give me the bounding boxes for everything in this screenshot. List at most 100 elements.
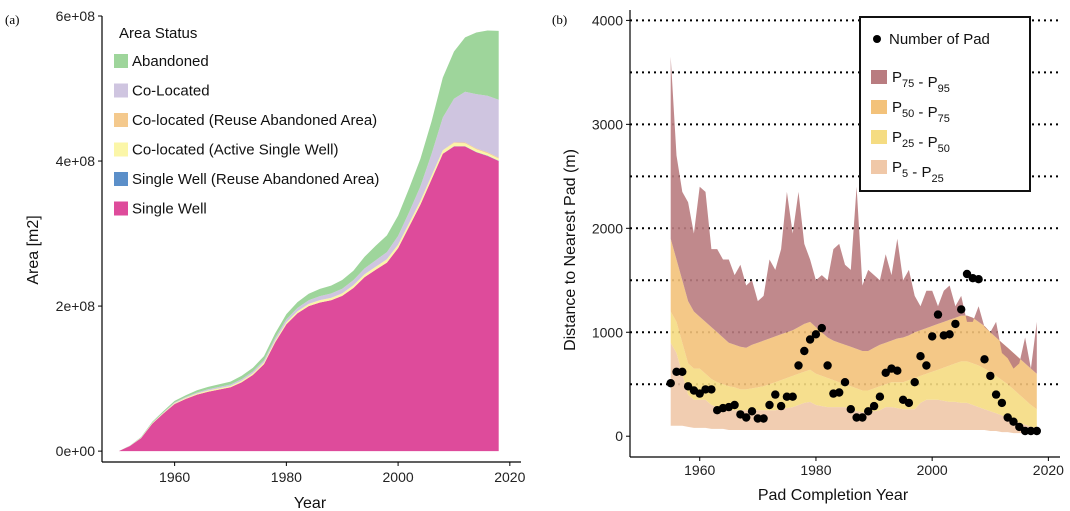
legend-swatch-b [871,160,887,174]
legend-label-a: Co-located (Reuse Abandoned Area) [132,112,377,129]
pad-point [916,352,925,361]
legend-label-band: P5 - P25 [892,159,944,185]
legend-label-band: P50 - P75 [892,99,950,125]
x-tick-label-a: 1980 [271,469,302,485]
pad-point [771,390,780,399]
pad-point [922,361,931,370]
percentile-band-1 [670,311,1037,428]
pad-point [1009,417,1018,426]
pad-point [991,390,1001,399]
panel-b-label: (b) [552,12,567,27]
pad-point [974,275,983,284]
y-tick-label-a: 6e+08 [56,8,96,24]
pad-point [962,269,972,279]
tick-labels-b: 1960 1980 2000 2020 0 1000 2000 3000 4000 [592,12,1064,478]
pad-point [945,330,954,339]
pad-point [765,400,774,410]
x-axis-title-b: Pad Completion Year [758,487,909,504]
pad-point [933,310,943,319]
percentile-band-3 [670,56,1037,374]
legend-swatch-a [114,113,128,127]
pad-point [776,401,786,411]
panel-a-label: (a) [5,12,19,27]
y-tick-label-a: 0e+00 [56,443,96,459]
legend-label-a: Abandoned [132,53,209,70]
pad-point [1003,413,1012,422]
legend-label-band: P75 - P95 [892,69,950,95]
pad-point [1026,426,1036,436]
pad-point [747,407,757,416]
pad-point [864,407,873,416]
x-tick-label-a: 2000 [383,469,414,485]
legend-swatch-b [871,100,887,114]
x-tick-label-b: 2020 [1033,462,1064,478]
area-chart-panel-a: (a) 1960 1980 2000 2020 0e+00 2e+08 4e+08 6e+08… [5,8,526,511]
x-axis-title-a: Year [294,495,327,511]
legend-swatch-b [871,130,887,144]
pad-point [753,414,762,423]
legend-swatch-b [871,70,887,84]
pad-point [742,413,751,422]
y-tick-label-a: 2e+08 [56,298,96,314]
legend-point-swatch [873,35,881,43]
legend-label-points: Number of Pad [889,31,990,48]
legend-swatch-a [114,54,128,68]
pad-point [997,398,1007,408]
percentile-bands [670,56,1037,434]
pad-points [666,269,1042,436]
pad-point [788,392,797,401]
pad-point [852,413,861,422]
tick-labels-a: 1960 1980 2000 2020 0e+00 2e+08 4e+08 6e+08 [56,8,526,485]
legend-a: Area Status Abandoned Co-Located Co-locate… [114,25,379,218]
legend-title: Area Status [119,25,197,42]
pad-point [858,413,867,422]
pad-point [951,319,960,329]
legend-label-a: Single Well (Reuse Abandoned Area) [132,171,379,188]
x-tick-label-b: 1980 [800,462,831,478]
pad-point [695,389,704,398]
legend-swatch-a [114,201,128,216]
pad-point [823,361,832,370]
legend-label-band: P25 - P50 [892,129,950,155]
legend-box-b [859,16,1031,192]
y-tick-label-b: 0 [615,428,623,444]
pad-point [875,392,885,401]
legend-swatch-a [114,172,128,186]
pad-point [986,371,995,381]
pad-point [881,368,890,377]
pad-point [910,378,919,387]
pad-point [800,346,809,356]
pad-point [893,366,902,375]
legend-swatch-a [114,83,128,98]
legend-swatch-a [114,142,128,157]
percentile-band-2 [670,238,1037,410]
area-series-4 [118,91,499,452]
percentile-chart-panel-b: (b) 1960 1980 2000 2020 0 1000 2000 3000 4000 Pa… [552,10,1064,504]
pad-point [957,305,966,314]
pad-point [846,405,855,414]
axes-b [626,10,1060,461]
pad-point [904,398,914,408]
pad-point [869,401,879,411]
x-tick-label-a: 2020 [494,469,525,485]
pad-point [811,330,821,339]
pad-point [683,382,693,391]
y-tick-label-b: 3000 [592,116,623,132]
x-tick-label-b: 1960 [684,462,715,478]
pad-point [678,367,687,376]
legend-label-a: Single Well [132,201,207,218]
pad-point [805,335,815,344]
y-tick-label-b: 4000 [592,12,623,28]
x-tick-label-a: 1960 [159,469,190,485]
pad-point [794,361,803,370]
pad-point [835,388,844,397]
pad-point [707,385,716,394]
pad-point [666,379,675,388]
legend-label-a: Co-located (Active Single Well) [132,142,338,159]
pad-point [730,400,739,410]
area-series-0 [118,146,499,452]
pad-point [782,392,792,401]
pad-point [980,355,989,364]
pad-point [672,367,681,376]
